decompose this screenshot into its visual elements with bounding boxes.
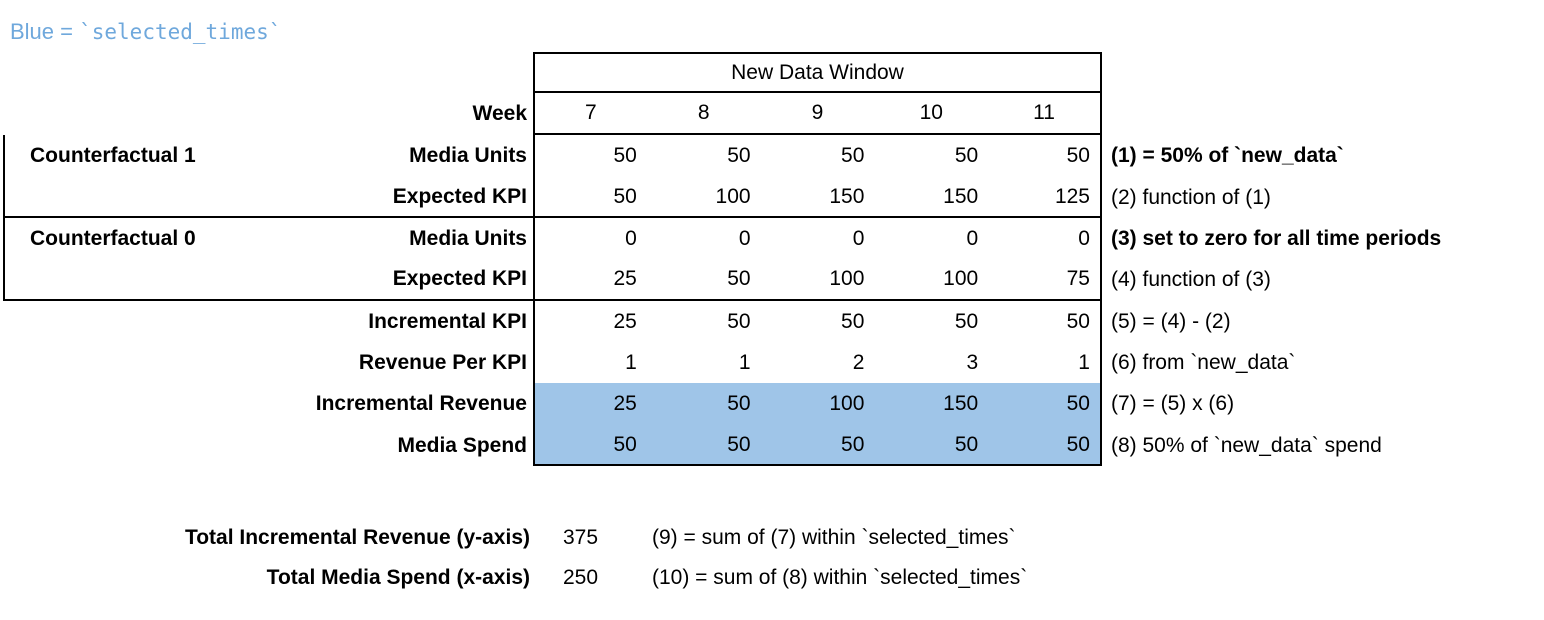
value-cell: 25 [533,259,647,301]
week-header-cell: 8 [646,93,761,135]
total-row-value: 250 [563,566,599,589]
row-label-cell: Incremental KPI [368,309,527,333]
week-header-cell: 11 [988,93,1102,135]
value-cell: 0 [988,217,1102,260]
total-incremental-revenue-row: Total Incremental Revenue (y-axis) 375 (… [3,518,1543,558]
value-cell: 0 [533,217,647,260]
highlighted-value-cell: 50 [533,424,647,467]
highlighted-value-cell: 50 [874,424,989,467]
value-cell: 0 [852,226,865,250]
row-label: Media Units [409,226,527,250]
highlighted-value-cell: 25 [533,383,647,425]
value-cell: 50 [533,176,647,218]
spacer-cell [3,52,533,93]
row-label-cell: Counterfactual 1 Media Units [3,135,533,177]
annotation-2: (2) function of (1) [1110,185,1271,209]
value-cell: 50 [954,144,979,168]
week-row-label: Week [472,102,527,126]
annotation-4: (4) function of (3) [1110,268,1271,292]
value-cell: 100 [874,259,989,301]
value-cell: 75 [988,259,1102,301]
value-cell: 100 [646,176,761,218]
row-label-cell: Media Spend [397,433,527,457]
total-row-value: 375 [563,526,599,549]
value-cell: 50 [988,300,1102,342]
total-row-label: Total Incremental Revenue (y-axis) [184,526,530,549]
value-cell: 50 [988,135,1102,177]
value-cell: 50 [841,309,865,333]
highlighted-value-cell: 50 [988,424,1102,467]
value-cell: 50 [841,144,865,168]
week-header-cell: 10 [874,93,989,135]
annotation-10: (10) = sum of (8) within `selected_times… [652,566,1028,589]
total-media-spend-row: Total Media Spend (x-axis) 250 (10) = su… [3,558,1543,598]
value-cell: 50 [646,259,761,301]
value-cell: 2 [852,351,865,375]
value-cell: 50 [533,135,647,177]
value-cell: 125 [988,176,1102,218]
highlighted-value-cell: 50 [646,383,761,425]
value-cell: 150 [874,176,989,218]
value-cell: 1 [738,351,751,375]
row-label-cell: Counterfactual 0 Media Units [3,217,533,260]
value-cell: 1 [533,341,647,384]
annotation-1: (1) = 50% of `new_data` [1110,144,1344,168]
spacer-cell [1102,52,1542,93]
week-header-cell: 7 [533,93,647,135]
annotation-9: (9) = sum of (7) within `selected_times` [652,526,1016,549]
week-header-cell: 9 [760,93,875,135]
highlighted-value-cell: 50 [760,424,875,467]
value-cell: 3 [966,351,979,375]
value-cell: 50 [727,309,751,333]
value-cell: 25 [533,300,647,342]
new-data-window-header: New Data Window [533,52,1102,93]
counterfactual-table: New Data Window Week 7 8 9 10 11 Counter… [3,52,1542,467]
row-label-cell: Expected KPI [3,259,533,301]
row-label-cell: Incremental Revenue [315,392,527,416]
highlighted-value-cell: 150 [874,383,989,425]
total-row-label: Total Media Spend (x-axis) [266,566,530,589]
annotation-3: (3) set to zero for all time periods [1110,226,1442,250]
value-cell: 0 [738,226,751,250]
legend-prefix: Blue = [10,19,80,44]
group-label-counterfactual-1: Counterfactual 1 [30,144,196,168]
annotation-8: (8) 50% of `new_data` spend [1110,433,1382,457]
annotation-5: (5) = (4) - (2) [1110,309,1231,333]
spacer-cell [1102,93,1542,135]
value-cell: 50 [954,309,979,333]
row-label-cell: Revenue Per KPI [358,351,527,375]
highlighted-value-cell: 50 [646,424,761,467]
row-label: Media Units [409,144,527,168]
value-cell: 50 [727,144,751,168]
group-label-counterfactual-0: Counterfactual 0 [30,226,196,250]
legend-code: `selected_times` [79,20,282,44]
annotation-6: (6) from `new_data` [1110,351,1296,375]
row-label-cell: Expected KPI [3,176,533,218]
totals-section: Total Incremental Revenue (y-axis) 375 (… [3,518,1543,598]
value-cell: 150 [760,176,875,218]
value-cell: 100 [760,259,875,301]
value-cell: 1 [988,341,1102,384]
highlighted-value-cell: 100 [760,383,875,425]
blue-legend: Blue = `selected_times` [10,19,281,45]
highlighted-value-cell: 50 [988,383,1102,425]
value-cell: 0 [966,226,979,250]
annotation-7: (7) = (5) x (6) [1110,392,1235,416]
